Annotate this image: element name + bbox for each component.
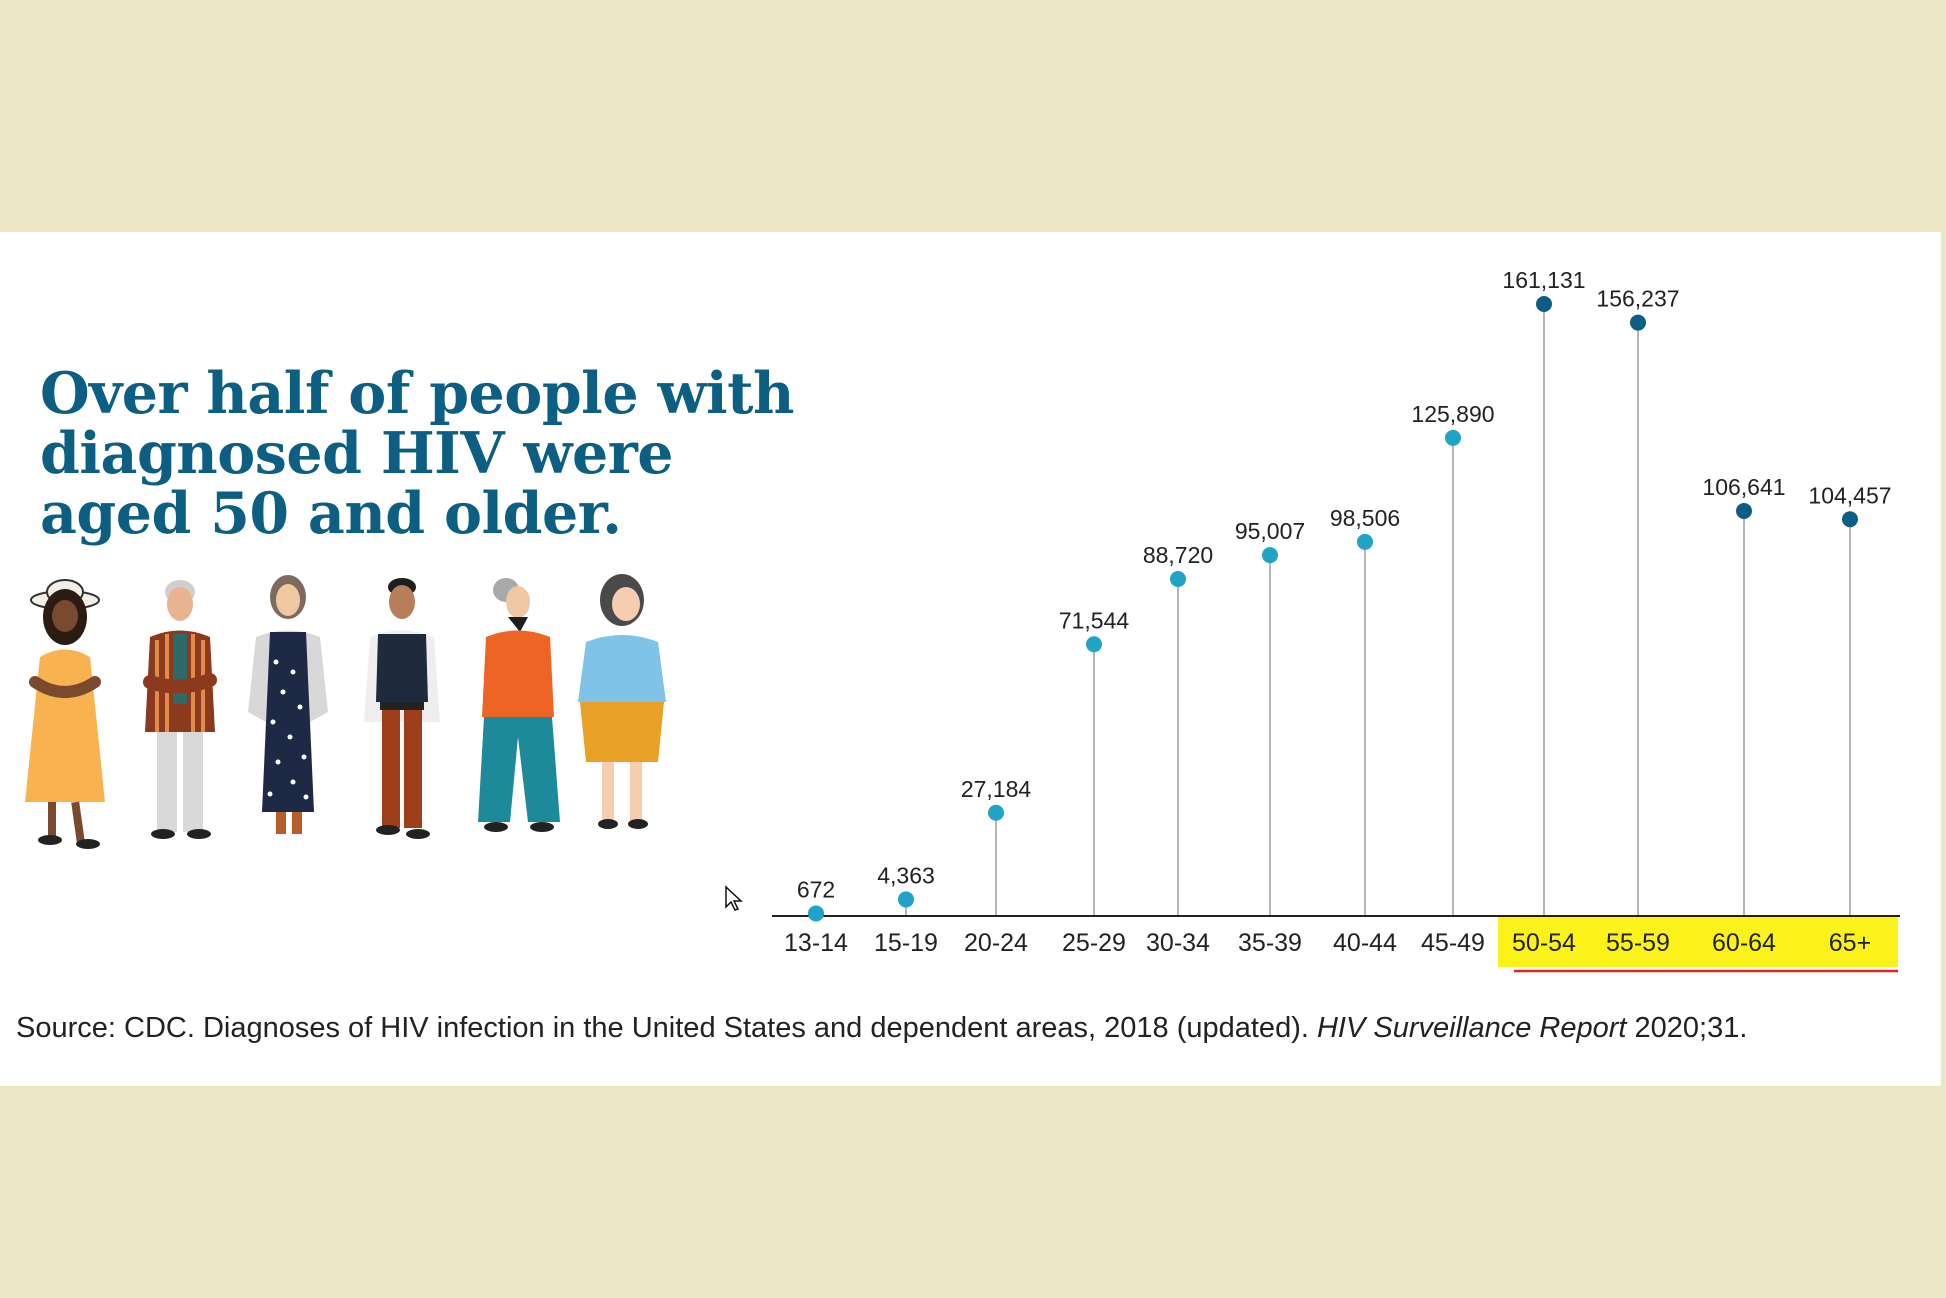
data-label: 106,641	[1702, 474, 1785, 500]
x-tick-label: 50-54	[1512, 929, 1576, 957]
highlight-band	[1498, 917, 1898, 967]
x-tick-label: 30-34	[1146, 929, 1210, 957]
source-journal: HIV Surveillance Report	[1316, 1012, 1627, 1044]
data-label: 27,184	[961, 776, 1032, 802]
x-tick-label: 40-44	[1333, 929, 1397, 957]
data-label: 88,720	[1143, 542, 1213, 568]
source-prefix: Source: CDC. Diagnoses of HIV infection …	[16, 1012, 1317, 1044]
age-chart: 672 4,363 27,184 71,544 88,720 95,007 98,506 12…	[772, 267, 1900, 973]
x-tick-label: 13-14	[784, 929, 848, 957]
source-suffix: 2020;31.	[1626, 1012, 1748, 1044]
data-point	[1170, 571, 1186, 588]
mouse-cursor-icon	[725, 885, 743, 911]
data-point	[988, 804, 1004, 821]
data-label: 95,007	[1235, 518, 1305, 544]
data-point	[1736, 502, 1752, 519]
person-figure	[143, 580, 217, 839]
data-point	[1445, 429, 1461, 446]
data-point	[1262, 547, 1278, 564]
x-tick-label: 15-19	[874, 929, 938, 957]
person-figure	[248, 575, 328, 834]
data-point	[1536, 296, 1552, 312]
data-label: 161,131	[1502, 267, 1585, 293]
person-figure	[25, 579, 105, 849]
x-tick-label: 35-39	[1238, 929, 1302, 957]
person-figure	[578, 574, 666, 829]
data-point	[808, 905, 824, 922]
slide: Over half of people with diagnosed HIV w…	[0, 232, 1941, 1086]
person-figure	[478, 578, 560, 832]
data-label: 4,363	[877, 862, 935, 888]
data-label: 98,506	[1330, 505, 1400, 531]
x-tick-label: 60-64	[1712, 929, 1776, 957]
data-point	[1630, 314, 1646, 331]
data-point	[1086, 636, 1102, 653]
x-tick-label: 25-29	[1062, 929, 1126, 957]
data-point	[1842, 511, 1858, 528]
x-tick-label: 20-24	[964, 929, 1028, 957]
x-tick-label: 55-59	[1606, 929, 1670, 957]
data-label: 104,457	[1808, 482, 1891, 508]
people-illustration	[25, 574, 666, 849]
data-label: 156,237	[1596, 286, 1679, 312]
person-figure	[364, 578, 440, 839]
data-label: 672	[797, 876, 835, 902]
data-point	[1357, 533, 1373, 550]
x-tick-label: 45-49	[1421, 929, 1485, 957]
data-label: 71,544	[1059, 607, 1130, 633]
headline: Over half of people with diagnosed HIV w…	[40, 360, 794, 547]
data-label: 125,890	[1411, 401, 1494, 427]
source-citation: Source: CDC. Diagnoses of HIV infection …	[16, 1012, 1747, 1045]
x-tick-label: 65+	[1829, 929, 1871, 957]
data-point	[898, 891, 914, 908]
